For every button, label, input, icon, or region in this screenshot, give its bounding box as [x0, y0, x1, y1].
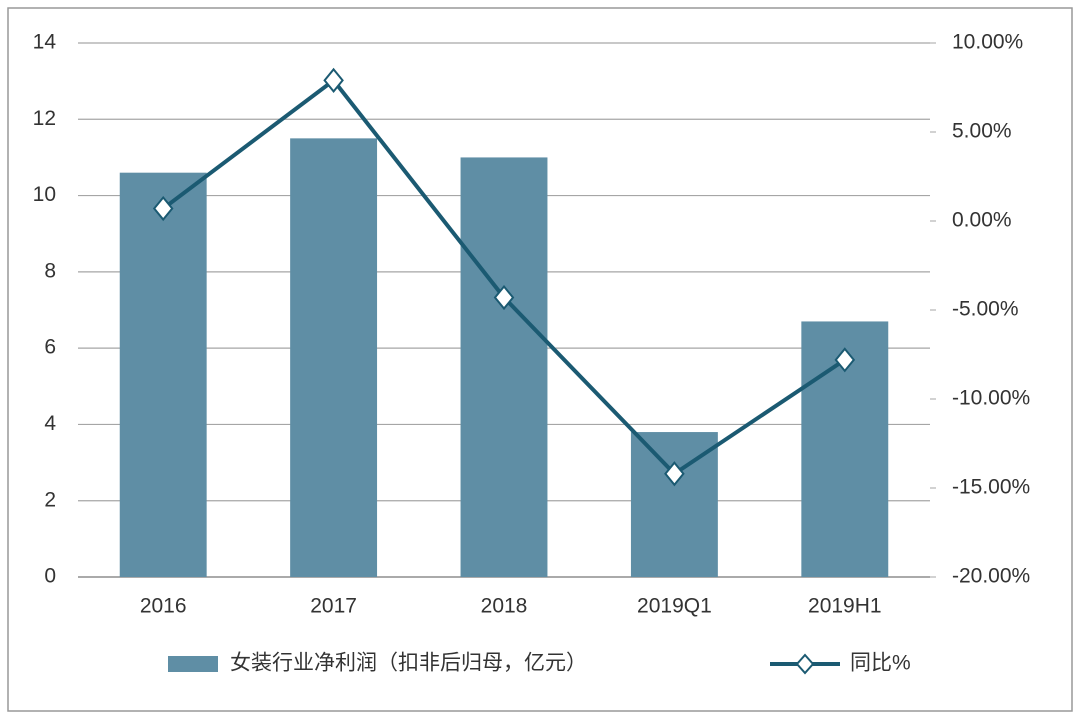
line-marker	[323, 67, 344, 93]
y-tick-label: 12	[33, 107, 56, 130]
y2-tick-label: -20.00%	[952, 565, 1030, 588]
line-marker	[152, 195, 174, 222]
legend-swatch	[168, 656, 218, 672]
x-tick-label: 2019Q1	[637, 595, 712, 618]
y2-tick-label: -15.00%	[952, 476, 1030, 499]
legend-label: 女装行业净利润（扣非后归母，亿元）	[230, 652, 587, 675]
line-marker	[834, 347, 856, 373]
y-tick-label: 8	[44, 259, 56, 282]
line-marker	[664, 461, 685, 487]
x-tick-label: 2019H1	[808, 595, 882, 618]
bar	[290, 138, 378, 577]
y2-tick-label: -5.00%	[952, 298, 1019, 321]
legend-label: 同比%	[850, 652, 911, 675]
x-tick-label: 2018	[481, 595, 528, 618]
x-tick-label: 2017	[310, 595, 357, 618]
line-marker	[493, 284, 515, 311]
legend-marker	[795, 653, 815, 675]
y-tick-label: 0	[44, 565, 56, 588]
bar	[460, 157, 548, 577]
y2-tick-label: 10.00%	[952, 31, 1023, 54]
y-tick-label: 4	[44, 412, 56, 435]
y-tick-label: 6	[44, 336, 56, 359]
y-tick-label: 14	[33, 31, 57, 54]
y2-tick-label: 5.00%	[952, 120, 1012, 143]
y-tick-label: 10	[33, 183, 56, 206]
y2-tick-label: 0.00%	[952, 209, 1012, 232]
bar	[119, 172, 207, 577]
x-tick-label: 2016	[140, 595, 187, 618]
y-tick-label: 2	[44, 488, 56, 511]
y2-tick-label: -10.00%	[952, 387, 1030, 410]
